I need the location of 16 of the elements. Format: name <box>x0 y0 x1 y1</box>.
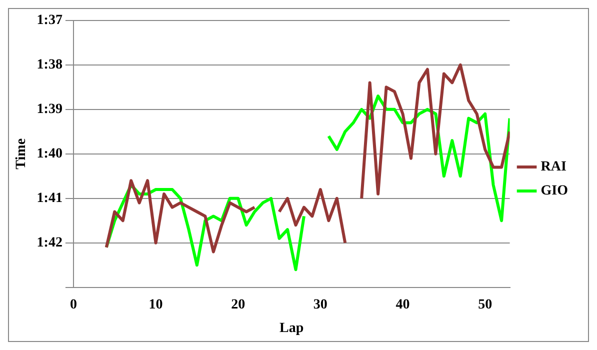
x-tick-label: 50 <box>478 297 492 312</box>
y-tick-label: 1:37 <box>36 13 62 28</box>
legend-label: RAI <box>540 160 566 175</box>
x-tick-label: 30 <box>313 297 328 312</box>
y-tick-label: 1:42 <box>36 236 62 251</box>
x-axis-title: Lap <box>280 321 304 336</box>
y-tick-label: 1:38 <box>36 58 62 73</box>
y-tick-label: 1:41 <box>36 191 62 206</box>
x-tick-label: 20 <box>231 297 246 312</box>
x-tick-label: 10 <box>148 297 163 312</box>
legend-label: GIO <box>540 184 568 199</box>
y-tick-label: 1:39 <box>36 102 62 118</box>
y-tick-label: 1:40 <box>36 146 62 162</box>
x-tick-label: 40 <box>396 297 410 312</box>
x-tick-label: 0 <box>70 297 77 312</box>
y-axis-title: Time <box>14 138 30 170</box>
